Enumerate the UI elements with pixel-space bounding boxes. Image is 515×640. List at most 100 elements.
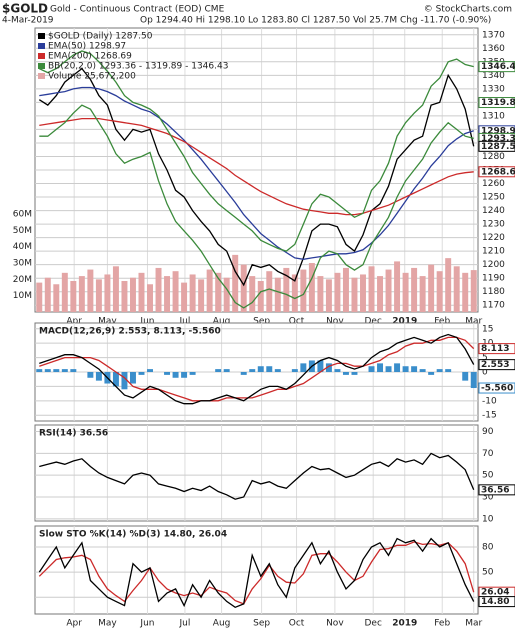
bar xyxy=(394,261,401,312)
value-box xyxy=(478,596,515,608)
bar xyxy=(274,277,281,312)
bar xyxy=(385,366,392,372)
bar xyxy=(138,372,145,375)
x-tick-label: 2019 xyxy=(392,619,417,629)
bar xyxy=(394,363,401,372)
value-box-label: 1319.89 xyxy=(481,98,515,108)
value-box xyxy=(478,61,515,73)
bar xyxy=(112,372,119,387)
series-line xyxy=(38,537,475,609)
bar xyxy=(36,369,43,372)
x-tick-label: Oct xyxy=(289,317,305,327)
bar xyxy=(181,372,188,378)
bar xyxy=(198,279,205,312)
y-tick-label: 1180 xyxy=(482,287,505,297)
quote: Op 1294.40 Hi 1298.10 Lo 1283.80 Cl 1287… xyxy=(140,16,491,26)
bar xyxy=(87,372,94,378)
x-tick-label: Mar xyxy=(465,619,482,629)
bar xyxy=(419,369,426,372)
bar xyxy=(61,272,68,312)
bar xyxy=(129,277,136,312)
value-box-label: 14.80 xyxy=(481,597,509,607)
bar xyxy=(95,279,102,312)
series-line xyxy=(39,336,475,402)
legend-label: EMA(200) 1268.69 xyxy=(48,52,132,62)
bar xyxy=(368,366,375,372)
bar xyxy=(445,258,452,312)
bar xyxy=(70,280,77,312)
legend-swatch xyxy=(38,73,45,79)
x-tick-label: Nov xyxy=(326,317,344,327)
bar xyxy=(257,280,264,312)
bar xyxy=(232,254,239,312)
bar xyxy=(147,284,153,312)
bar xyxy=(368,266,375,312)
series-line xyxy=(39,50,474,252)
x-tick-label: May xyxy=(98,619,117,629)
bar xyxy=(121,280,128,312)
bar xyxy=(44,369,51,372)
legend-swatch xyxy=(38,63,45,69)
series-line xyxy=(39,104,474,309)
y-tick-label: 1210 xyxy=(482,247,505,257)
y-tick-label: 1260 xyxy=(482,179,505,189)
bar xyxy=(377,276,384,312)
bar xyxy=(164,372,171,375)
bar xyxy=(147,369,153,372)
value-box-label: 8.113 xyxy=(481,344,509,354)
legend-swatch xyxy=(38,33,45,39)
y2-tick-label: 20M xyxy=(13,275,32,285)
bar xyxy=(325,279,332,312)
bar xyxy=(112,266,119,312)
x-tick-label: Apr xyxy=(66,317,82,327)
bar xyxy=(36,282,43,312)
legend-label: Volume 25,672,200 xyxy=(48,72,136,82)
y-tick-label: 1250 xyxy=(482,193,505,203)
bar xyxy=(249,369,256,372)
y-tick-label: 1170 xyxy=(482,301,505,311)
bar xyxy=(283,267,290,312)
panel-title: MACD(12,26,9) 2.553, 8.113, -5.560 xyxy=(39,327,221,337)
bar xyxy=(308,263,315,312)
bar xyxy=(61,369,68,372)
value-box xyxy=(478,166,515,178)
legend-swatch xyxy=(38,53,45,59)
y-tick-label: 1370 xyxy=(482,30,505,40)
bar xyxy=(342,267,349,312)
bar xyxy=(317,360,324,372)
bar xyxy=(172,271,179,312)
bar xyxy=(351,372,358,375)
legend-swatch xyxy=(38,43,45,49)
x-tick-label: Sep xyxy=(253,317,270,327)
y-tick-label: 1200 xyxy=(482,260,505,270)
bar xyxy=(44,277,51,312)
bar xyxy=(462,272,469,312)
bar xyxy=(78,276,85,312)
bar xyxy=(325,363,332,372)
bar xyxy=(385,269,392,312)
y-tick-label: 80 xyxy=(482,542,494,552)
bar xyxy=(155,267,162,312)
x-tick-label: Feb xyxy=(434,317,450,327)
x-tick-label: Aug xyxy=(213,317,231,327)
bar xyxy=(445,369,452,372)
value-box xyxy=(478,97,515,109)
x-tick-label: Jun xyxy=(139,619,154,629)
y2-tick-label: 50M xyxy=(13,226,32,236)
x-tick-label: Jul xyxy=(179,317,191,327)
bar xyxy=(189,372,196,375)
bar xyxy=(470,372,477,389)
x-tick-label: Aug xyxy=(213,619,231,629)
bar xyxy=(436,271,443,312)
x-tick-label: Apr xyxy=(66,619,82,629)
value-box xyxy=(478,140,515,152)
date: 4-Mar-2019 xyxy=(2,16,54,26)
x-tick-label: Sep xyxy=(253,619,270,629)
bar xyxy=(223,277,230,312)
bar xyxy=(104,274,111,312)
y-tick-label: 0 xyxy=(482,368,488,378)
bar xyxy=(95,372,102,381)
bar xyxy=(138,272,145,312)
y-tick-label: 50 xyxy=(482,471,494,481)
